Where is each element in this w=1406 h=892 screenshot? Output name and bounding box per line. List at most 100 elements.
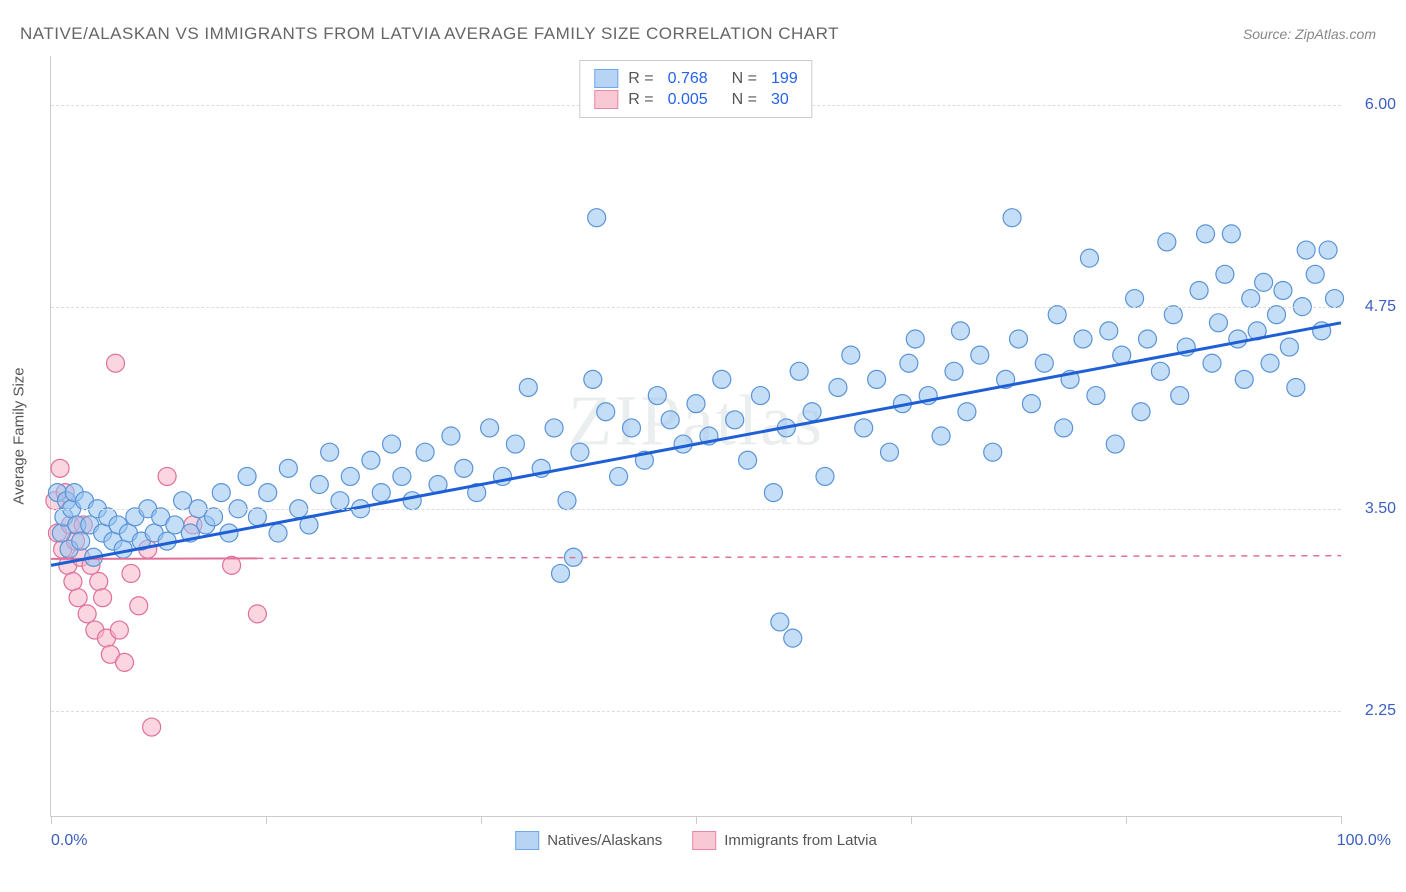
x-tick [51, 816, 52, 824]
data-point [552, 564, 570, 582]
x-tick [1126, 816, 1127, 824]
data-point [1297, 241, 1315, 259]
legend-series-item: Natives/Alaskans [515, 831, 662, 850]
data-point [661, 411, 679, 429]
data-point [442, 427, 460, 445]
data-point [269, 524, 287, 542]
data-point [1139, 330, 1157, 348]
data-point [1306, 265, 1324, 283]
data-point [816, 467, 834, 485]
data-point [1190, 281, 1208, 299]
data-point [713, 370, 731, 388]
y-tick-label: 2.25 [1365, 702, 1396, 720]
data-point [855, 419, 873, 437]
scatter-svg [51, 56, 1341, 816]
legend-stat-row: R =0.005N =30 [594, 90, 797, 109]
data-point [1164, 306, 1182, 324]
data-point [205, 508, 223, 526]
data-point [1132, 403, 1150, 421]
data-point [362, 451, 380, 469]
x-axis-min-label: 0.0% [51, 832, 87, 850]
data-point [393, 467, 411, 485]
data-point [1080, 249, 1098, 267]
data-point [481, 419, 499, 437]
data-point [687, 395, 705, 413]
data-point [1087, 387, 1105, 405]
chart-title: NATIVE/ALASKAN VS IMMIGRANTS FROM LATVIA… [20, 24, 839, 44]
gridline [51, 307, 1341, 308]
data-point [1074, 330, 1092, 348]
y-tick-label: 3.50 [1365, 500, 1396, 518]
data-point [784, 629, 802, 647]
data-point [110, 621, 128, 639]
y-axis-title: Average Family Size [11, 367, 28, 504]
data-point [1280, 338, 1298, 356]
data-point [842, 346, 860, 364]
legend-swatch [594, 90, 618, 109]
data-point [571, 443, 589, 461]
data-point [1268, 306, 1286, 324]
data-point [1255, 273, 1273, 291]
x-tick [696, 816, 697, 824]
data-point [1171, 387, 1189, 405]
data-point [1158, 233, 1176, 251]
data-point [1106, 435, 1124, 453]
data-point [259, 484, 277, 502]
data-point [248, 605, 266, 623]
y-tick-label: 6.00 [1365, 96, 1396, 114]
data-point [1235, 370, 1253, 388]
data-point [726, 411, 744, 429]
data-point [739, 451, 757, 469]
legend-stats: R =0.768N =199R =0.005N =30 [579, 60, 812, 118]
legend-series-label: Immigrants from Latvia [724, 832, 877, 849]
data-point [771, 613, 789, 631]
source-attribution: Source: ZipAtlas.com [1243, 26, 1376, 42]
data-point [455, 459, 473, 477]
legend-swatch [692, 831, 716, 850]
data-point [1274, 281, 1292, 299]
data-point [971, 346, 989, 364]
n-label: N = [732, 70, 757, 88]
data-point [506, 435, 524, 453]
data-point [1003, 209, 1021, 227]
r-label: R = [628, 91, 653, 109]
data-point [1197, 225, 1215, 243]
data-point [951, 322, 969, 340]
y-tick-label: 4.75 [1365, 298, 1396, 316]
x-axis-max-label: 100.0% [1337, 832, 1391, 850]
data-point [958, 403, 976, 421]
data-point [1100, 322, 1118, 340]
data-point [906, 330, 924, 348]
data-point [558, 492, 576, 510]
data-point [648, 387, 666, 405]
data-point [1216, 265, 1234, 283]
data-point [331, 492, 349, 510]
data-point [72, 532, 90, 550]
data-point [984, 443, 1002, 461]
data-point [64, 573, 82, 591]
data-point [881, 443, 899, 461]
data-point [1151, 362, 1169, 380]
data-point [122, 564, 140, 582]
data-point [69, 589, 87, 607]
r-value: 0.005 [668, 91, 708, 109]
legend-swatch [515, 831, 539, 850]
data-point [1010, 330, 1028, 348]
data-point [1203, 354, 1221, 372]
data-point [752, 387, 770, 405]
data-point [584, 370, 602, 388]
trend-line-blue [51, 323, 1341, 566]
data-point [248, 508, 266, 526]
data-point [588, 209, 606, 227]
data-point [321, 443, 339, 461]
data-point [1261, 354, 1279, 372]
data-point [868, 370, 886, 388]
data-point [545, 419, 563, 437]
data-point [829, 378, 847, 396]
n-value: 30 [771, 91, 789, 109]
data-point [900, 354, 918, 372]
data-point [90, 573, 108, 591]
data-point [279, 459, 297, 477]
data-point [1326, 290, 1344, 308]
data-point [597, 403, 615, 421]
